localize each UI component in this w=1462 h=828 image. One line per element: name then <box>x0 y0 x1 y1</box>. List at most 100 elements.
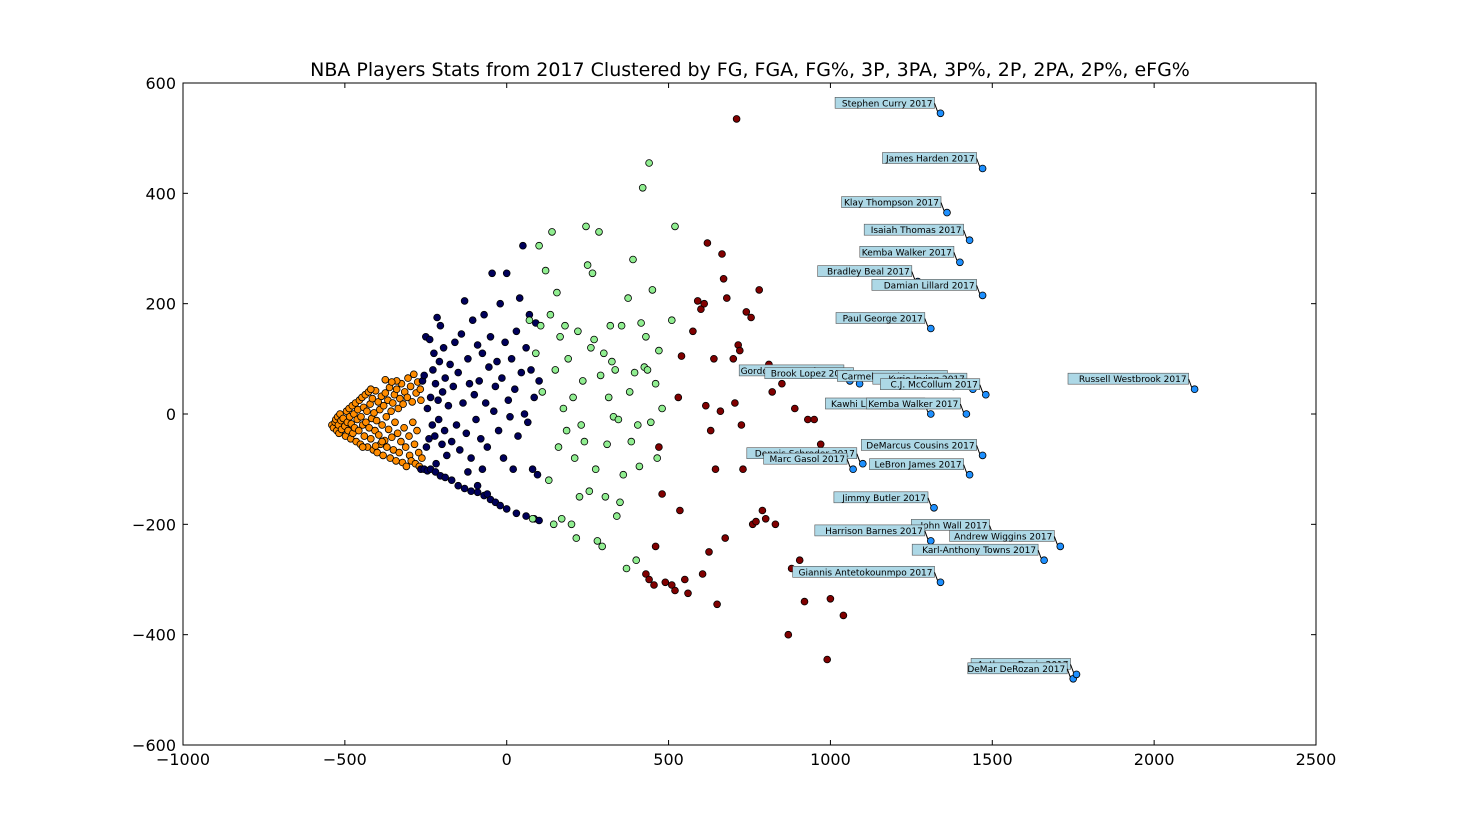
data-point <box>430 432 439 440</box>
data-point <box>480 310 488 319</box>
data-point <box>646 418 655 427</box>
data-point <box>956 258 964 267</box>
data-point <box>643 366 652 374</box>
data-point <box>527 366 535 374</box>
annotation-label: Kemba Walker 2017 <box>862 248 952 258</box>
data-point <box>522 512 530 520</box>
data-point <box>559 404 568 413</box>
data-point <box>517 368 526 377</box>
annotation-box <box>949 530 1055 542</box>
annotation-arrow <box>963 464 968 473</box>
point-annotation: Russell Westbrook 2017 <box>1067 372 1193 388</box>
x-tick-label: −1000 <box>156 750 210 769</box>
data-point <box>737 421 746 429</box>
annotation-box <box>834 97 935 109</box>
data-point <box>608 357 616 366</box>
annotation-arrow <box>1066 668 1071 677</box>
annotation-box <box>880 378 981 391</box>
data-point <box>506 412 514 421</box>
data-point <box>752 517 760 526</box>
data-point <box>434 415 443 424</box>
annotation-box <box>814 524 926 537</box>
annotation-label: Jimmy Butler 2017 <box>841 494 926 504</box>
point-annotation: LeBron James 2017 <box>869 458 968 473</box>
y-tick-label: 200 <box>145 295 176 314</box>
data-point <box>729 354 738 363</box>
data-point <box>442 451 451 460</box>
data-point <box>590 335 598 344</box>
y-tick-label: 0 <box>166 405 176 424</box>
data-point <box>564 354 572 363</box>
annotation-arrow <box>846 459 851 468</box>
data-point <box>425 335 434 344</box>
data-point <box>635 462 644 471</box>
annotation-label: DeMar DeRozan 2017 <box>967 665 1065 675</box>
y-tick-label: −600 <box>132 736 176 755</box>
data-point <box>520 410 529 418</box>
data-point <box>510 385 519 394</box>
data-point <box>514 432 522 440</box>
data-point <box>650 581 658 589</box>
x-tick-label: −500 <box>323 750 367 769</box>
axis-ticks: −1000 −500 0 500 1000 1500 2000 25006004002000−… <box>132 74 1336 769</box>
annotation-label: DeMarcus Cousins 2017 <box>866 441 974 451</box>
annotation-label: Marc Gasol 2017 <box>770 455 846 465</box>
annotation-label: C.J. McCollum 2017 <box>891 381 978 391</box>
data-point <box>370 409 378 417</box>
y-tick-label: −200 <box>132 515 176 534</box>
chart-title: NBA Players Stats from 2017 Clustered by… <box>310 59 1190 81</box>
data-point <box>483 490 492 498</box>
annotation-box <box>967 662 1068 675</box>
data-point <box>384 425 393 434</box>
y-tick-label: 600 <box>145 74 176 93</box>
data-point <box>401 443 410 451</box>
data-point <box>611 366 619 374</box>
data-point <box>467 487 475 496</box>
annotation-arrow <box>963 230 968 239</box>
data-point <box>394 404 403 413</box>
data-point <box>965 470 974 479</box>
data-point <box>697 305 705 314</box>
data-point <box>735 346 744 355</box>
data-point <box>410 440 419 449</box>
data-point <box>399 400 407 408</box>
data-point <box>485 363 493 371</box>
data-point <box>554 443 563 451</box>
data-point <box>680 575 689 584</box>
data-point <box>978 451 987 460</box>
data-point <box>533 470 542 479</box>
data-point <box>403 393 412 402</box>
data-point <box>700 299 708 308</box>
data-point <box>392 457 400 465</box>
data-point <box>491 382 500 391</box>
point-annotation: Harrison Barnes 2017 <box>814 524 929 540</box>
data-point <box>638 184 647 192</box>
data-point <box>790 404 799 413</box>
data-point <box>546 310 555 319</box>
data-point <box>408 398 417 406</box>
data-point <box>387 378 396 386</box>
data-point <box>382 412 391 421</box>
data-point <box>591 465 600 474</box>
annotation-label: Harrison Barnes 2017 <box>825 527 923 537</box>
data-point <box>606 321 615 330</box>
data-point <box>1072 670 1081 679</box>
data-point <box>721 534 729 542</box>
y-tick-label: 400 <box>145 184 176 203</box>
data-point <box>642 332 650 341</box>
data-point <box>648 286 657 294</box>
data-point <box>1056 542 1065 551</box>
data-point <box>515 294 524 302</box>
data-point <box>357 412 365 421</box>
data-point <box>396 394 404 403</box>
data-point <box>549 520 558 529</box>
data-point <box>409 370 418 379</box>
point-annotation: Giannis Antetokounmpo 2017 <box>792 565 938 581</box>
annotation-box <box>1067 372 1189 385</box>
data-point <box>405 432 413 440</box>
data-point <box>732 115 741 123</box>
x-tick-label: 2000 <box>1134 750 1175 769</box>
data-point <box>391 418 399 427</box>
data-point <box>926 410 935 418</box>
data-point <box>388 399 397 407</box>
